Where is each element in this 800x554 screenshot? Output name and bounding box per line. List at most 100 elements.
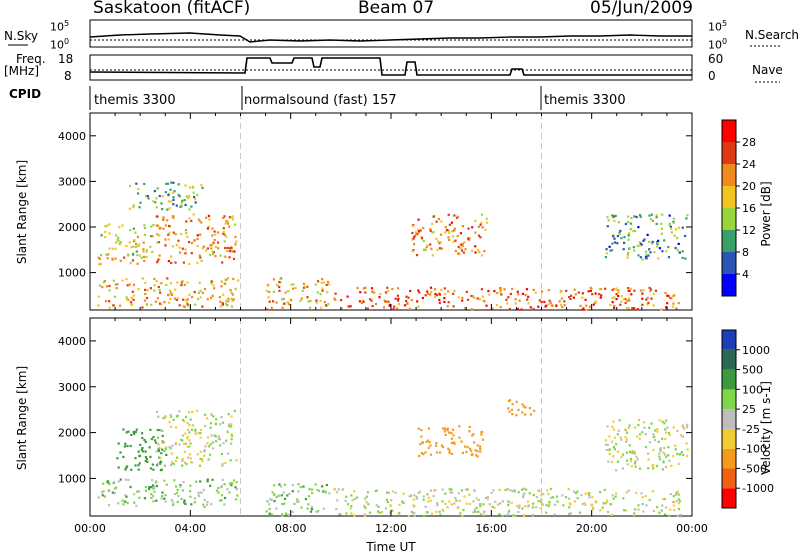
range-gate-cell (185, 232, 188, 235)
range-gate-cell (210, 280, 213, 283)
range-gate-cell (230, 246, 233, 249)
range-gate-cell (647, 254, 650, 257)
range-gate-cell (677, 493, 680, 496)
range-gate-cell (608, 448, 611, 451)
range-gate-cell (353, 498, 356, 501)
range-gate-cell (664, 431, 668, 434)
range-gate-cell (233, 223, 237, 226)
range-gate-cell (611, 425, 614, 428)
range-gate-cell (137, 468, 140, 471)
colorbar-swatch (722, 488, 736, 508)
range-gate-cell (656, 242, 660, 245)
range-gate-cell (337, 488, 340, 491)
range-gate-cell (210, 282, 213, 285)
range-gate-cell (511, 403, 514, 406)
range-gate-cell (633, 249, 636, 252)
range-gate-cell (613, 241, 617, 244)
range-gate-cell (223, 240, 226, 243)
range-gate-cell (670, 464, 673, 467)
range-gate-cell (643, 238, 646, 241)
range-gate-cell (206, 478, 209, 481)
range-gate-cell (514, 514, 517, 517)
range-gate-cell (320, 306, 323, 309)
range-gate-cell (615, 469, 618, 472)
range-gate-cell (466, 488, 469, 491)
range-gate-cell (169, 188, 172, 191)
range-gate-cell (443, 287, 446, 290)
range-gate-cell (531, 514, 534, 517)
range-gate-cell (282, 297, 285, 301)
range-gate-cell (213, 434, 216, 437)
range-gate-cell (608, 435, 611, 438)
range-gate-cell (542, 492, 545, 496)
range-gate-cell (657, 440, 660, 443)
range-gate-cell (493, 290, 496, 293)
range-gate-cell (198, 464, 201, 467)
range-gate-cell (606, 499, 609, 502)
range-gate-cell (438, 293, 441, 296)
range-gate-cell (615, 288, 618, 291)
range-gate-cell (589, 286, 592, 289)
range-gate-cell (300, 506, 303, 509)
range-gate-cell (208, 218, 211, 221)
range-gate-cell (279, 277, 282, 280)
range-gate-cell (165, 483, 168, 486)
range-gate-cell (197, 291, 200, 295)
range-gate-cell (471, 434, 474, 437)
range-gate-cell (234, 287, 237, 290)
range-gate-cell (669, 225, 672, 228)
range-gate-cell (161, 440, 164, 443)
range-gate-cell (619, 229, 622, 232)
range-gate-cell (314, 483, 317, 486)
range-gate-cell (317, 489, 320, 492)
range-gate-cell (277, 494, 280, 497)
nave-tick-top: 60 (708, 52, 724, 66)
range-gate-cell (429, 229, 432, 232)
range-gate-cell (128, 283, 131, 286)
range-gate-cell (207, 458, 210, 461)
range-gate-cell (135, 504, 138, 507)
range-gate-cell (626, 459, 629, 462)
x-tick-label: 12:00 (375, 522, 407, 535)
range-gate-cell (275, 507, 278, 510)
range-gate-cell (301, 289, 304, 292)
range-gate-cell (648, 214, 651, 217)
range-gate-cell (153, 277, 156, 280)
range-gate-cell (642, 421, 645, 424)
range-gate-cell (465, 290, 468, 293)
range-gate-cell (661, 250, 664, 253)
range-gate-cell (548, 500, 551, 503)
range-gate-cell (627, 234, 630, 237)
range-gate-cell (448, 238, 451, 242)
range-gate-cell (167, 193, 170, 197)
range-gate-cell (316, 488, 319, 491)
range-gate-cell (334, 298, 337, 301)
range-gate-cell (417, 427, 420, 430)
range-gate-cell (420, 452, 423, 455)
range-gate-cell (170, 261, 173, 265)
range-gate-cell (231, 482, 234, 485)
range-gate-cell (152, 436, 155, 439)
range-gate-cell (105, 253, 108, 256)
range-gate-cell (630, 228, 633, 231)
range-gate-cell (443, 300, 446, 303)
range-gate-cell (224, 246, 227, 250)
range-gate-cell (162, 227, 165, 230)
range-gate-cell (405, 299, 408, 302)
colorbar-tick-label: 24 (742, 158, 756, 171)
range-gate-cell (453, 229, 456, 232)
range-gate-cell (200, 221, 203, 224)
range-gate-cell (677, 462, 680, 465)
range-gate-cell (656, 428, 659, 431)
range-gate-cell (156, 187, 159, 190)
range-gate-cell (153, 190, 156, 193)
range-gate-cell (465, 502, 468, 505)
range-gate-cell (418, 454, 421, 458)
range-gate-cell (611, 494, 614, 497)
range-gate-cell (296, 500, 299, 504)
range-gate-cell (327, 283, 331, 286)
power-colorbar-label: Power [dB] (759, 181, 773, 246)
range-gate-cell (142, 250, 145, 253)
range-gate-cell (210, 434, 213, 437)
range-gate-cell (417, 218, 420, 221)
